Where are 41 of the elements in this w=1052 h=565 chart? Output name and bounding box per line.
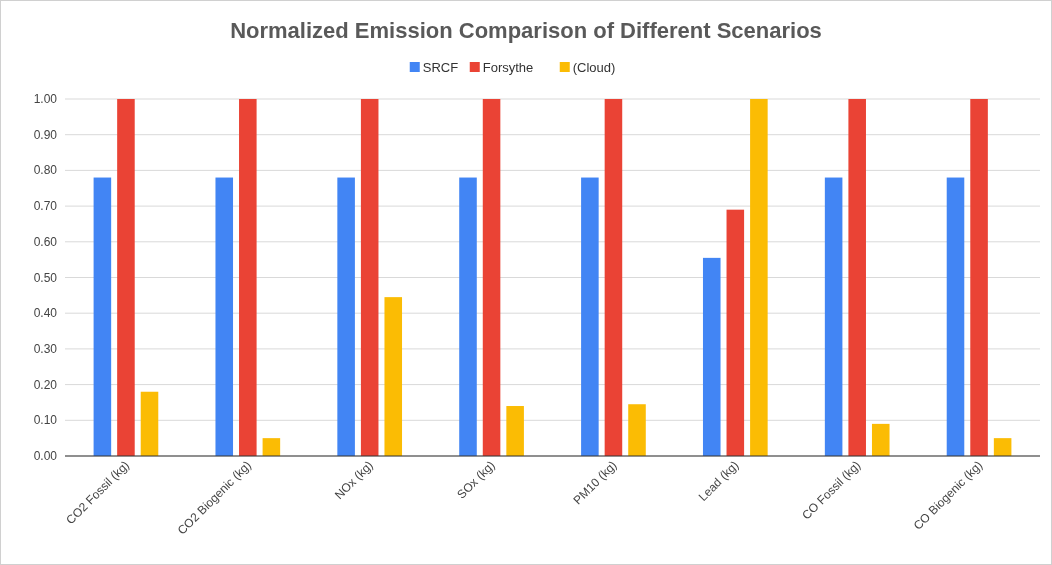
y-tick-label: 0.40	[33, 306, 58, 321]
y-tick-label: 0.60	[33, 234, 58, 249]
y-tick-label: 0.00	[33, 449, 58, 463]
bar	[239, 99, 257, 456]
y-tick-label: 0.20	[33, 377, 58, 392]
bar	[337, 177, 355, 456]
bar	[262, 438, 281, 456]
x-tick-label: NOx (kg)	[331, 458, 376, 503]
bar	[215, 177, 234, 456]
bar	[482, 99, 501, 456]
legend-label: (Cloud)	[572, 60, 616, 75]
bar	[970, 99, 988, 456]
y-tick-label: 0.30	[33, 341, 58, 356]
bar	[946, 177, 965, 456]
bar	[993, 438, 1012, 456]
chart-title: Normalized Emission Comparison of Different Scenarios	[230, 18, 822, 43]
y-tick-label: 0.80	[33, 163, 58, 178]
y-tick-label: 0.10	[33, 413, 58, 428]
x-tick-label: SOx (kg)	[454, 458, 498, 502]
bar	[459, 177, 477, 456]
bar	[702, 257, 721, 456]
bar	[581, 177, 599, 456]
bar	[604, 99, 623, 456]
bar	[93, 177, 112, 456]
legend-label: SRCF	[422, 60, 459, 75]
bar	[848, 99, 866, 456]
bar	[628, 404, 646, 456]
bar	[360, 99, 379, 456]
bar	[384, 297, 403, 456]
y-tick-label: 0.70	[33, 199, 58, 214]
bar	[824, 177, 843, 456]
bar	[506, 406, 524, 456]
bar	[871, 423, 890, 456]
bar	[750, 99, 768, 456]
y-tick-label: 0.50	[33, 270, 58, 285]
bar	[726, 209, 745, 456]
y-tick-label: 0.90	[33, 127, 58, 142]
bar	[117, 99, 135, 456]
legend-label: Forsythe	[482, 60, 534, 75]
bar	[140, 391, 159, 456]
y-tick-label: 1.00	[33, 92, 58, 106]
